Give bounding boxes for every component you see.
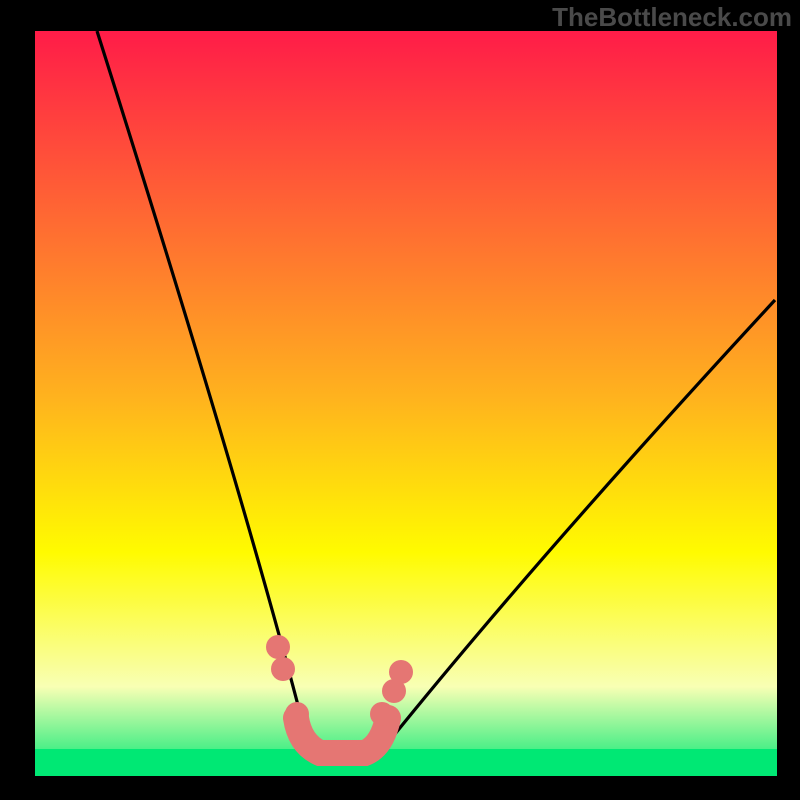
chart-overlay — [35, 31, 777, 776]
right-curve — [374, 300, 775, 760]
datapoint — [266, 635, 290, 659]
curve-group — [97, 31, 775, 760]
attribution-text: TheBottleneck.com — [552, 2, 792, 33]
plot-area — [35, 31, 777, 776]
datapoint — [285, 702, 309, 726]
datapoint — [389, 660, 413, 684]
datapoints-group — [266, 635, 413, 726]
datapoint — [370, 702, 394, 726]
stage: TheBottleneck.com — [0, 0, 800, 800]
datapoint — [271, 657, 295, 681]
trough-line — [296, 718, 388, 753]
